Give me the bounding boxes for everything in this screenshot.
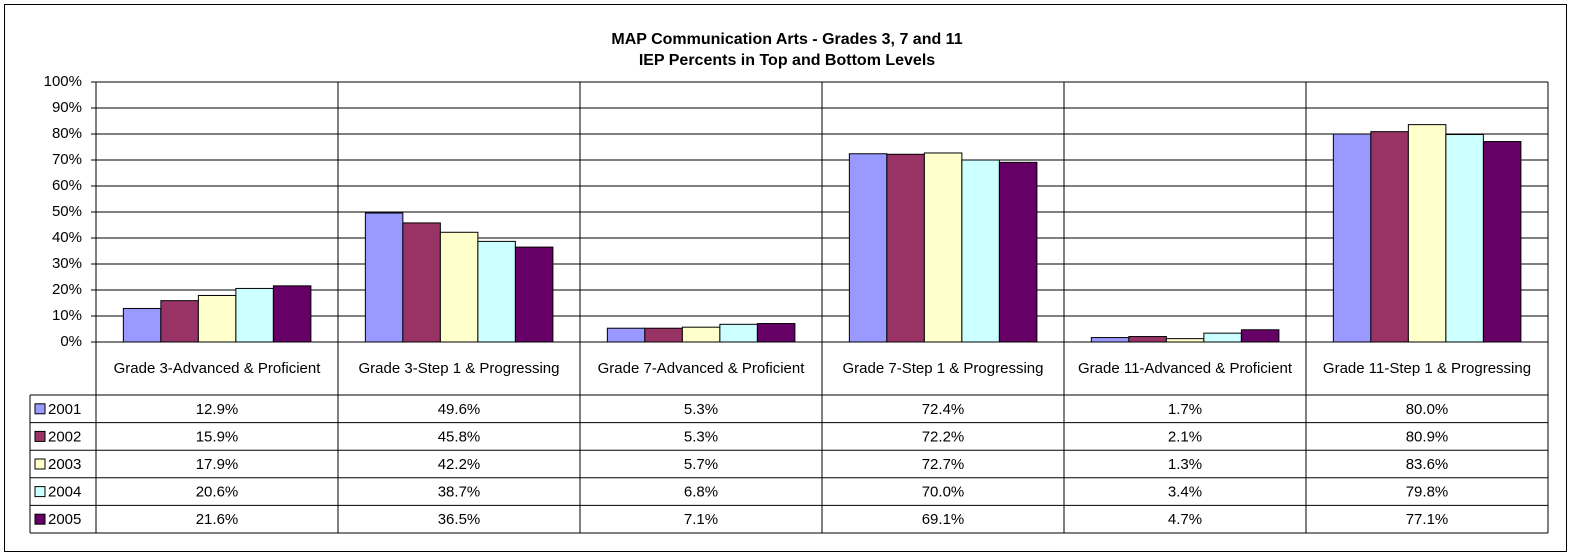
chart-frame (4, 4, 1567, 552)
chart-subtitle: IEP Percents in Top and Bottom Levels (639, 52, 935, 69)
table-value: 69.1% (922, 511, 965, 528)
x-tick-label-box: Grade 3-Advanced & Proficient (113, 360, 321, 377)
legend-swatch (34, 403, 46, 415)
table-value: 20.6% (196, 484, 239, 501)
legend-label: 2001 (48, 401, 81, 418)
table-value: 5.3% (684, 401, 718, 418)
y-tick-label: 30% (52, 255, 82, 272)
y-tick-label: 80% (52, 125, 82, 142)
bar (235, 287, 274, 343)
bar (272, 285, 312, 343)
bar (402, 222, 441, 343)
bar (961, 159, 1000, 343)
legend-swatch (34, 458, 46, 470)
table-value: 79.8% (1406, 484, 1449, 501)
x-tick-label: Grade 11-Step 1 & Progressing (1322, 360, 1532, 377)
y-tick-label: 50% (52, 203, 82, 220)
table-value: 6.8% (684, 484, 718, 501)
y-tick-label: 10% (52, 307, 82, 324)
bar (439, 231, 479, 343)
bar (756, 323, 796, 343)
bar (1407, 124, 1447, 343)
bar (122, 307, 162, 343)
bar (1332, 133, 1372, 343)
bar (197, 294, 237, 343)
table-value: 45.8% (438, 428, 481, 445)
table-value: 4.7% (1168, 511, 1202, 528)
legend-swatch (34, 513, 46, 525)
x-tick-label: Grade 7-Advanced & Proficient (597, 360, 805, 377)
bar (1370, 131, 1409, 343)
y-tick-label: 60% (52, 177, 82, 194)
table-value: 72.2% (922, 428, 965, 445)
bar (364, 212, 404, 343)
table-value: 72.7% (922, 456, 965, 473)
bar (886, 153, 925, 343)
y-tick-label: 70% (52, 151, 82, 168)
table-value: 36.5% (438, 511, 481, 528)
table-value: 72.4% (922, 401, 965, 418)
bar (160, 300, 199, 343)
y-tick-label: 90% (52, 99, 82, 116)
bar (1482, 141, 1522, 343)
legend-swatch (34, 430, 46, 442)
bar (998, 161, 1038, 343)
bar (719, 323, 758, 343)
bar (606, 327, 646, 343)
table-value: 80.0% (1406, 401, 1449, 418)
table-value: 70.0% (922, 484, 965, 501)
bar (1203, 332, 1242, 343)
table-value: 15.9% (196, 428, 239, 445)
legend-label: 2004 (48, 484, 81, 501)
x-tick-label-box: Grade 11-Advanced & Proficient (1077, 360, 1292, 377)
bar (514, 246, 554, 343)
table-value: 1.7% (1168, 401, 1202, 418)
table-value: 3.4% (1168, 484, 1202, 501)
bar (1240, 329, 1280, 343)
table-value: 7.1% (684, 511, 718, 528)
table-value: 5.7% (684, 456, 718, 473)
x-tick-label-box: Grade 7-Step 1 & Progressing (842, 360, 1044, 377)
table-value: 21.6% (196, 511, 239, 528)
bar (644, 327, 683, 343)
table-value: 80.9% (1406, 428, 1449, 445)
x-tick-label-box: Grade 11-Step 1 & Progressing (1322, 360, 1532, 377)
y-tick-label: 40% (52, 229, 82, 246)
table-value: 83.6% (1406, 456, 1449, 473)
x-tick-label: Grade 7-Step 1 & Progressing (842, 360, 1044, 377)
bar (923, 152, 963, 343)
bar (848, 153, 888, 343)
legend-label: 2005 (48, 511, 81, 528)
bar (681, 326, 721, 343)
table-value: 77.1% (1406, 511, 1449, 528)
table-value: 38.7% (438, 484, 481, 501)
table-value: 1.3% (1168, 456, 1202, 473)
y-tick-label: 20% (52, 281, 82, 298)
bar (477, 240, 516, 343)
legend-label: 2003 (48, 456, 81, 473)
legend-swatch (34, 486, 46, 498)
table-value: 2.1% (1168, 428, 1202, 445)
table-value: 49.6% (438, 401, 481, 418)
chart-title: MAP Communication Arts - Grades 3, 7 and… (611, 31, 962, 48)
table-value: 12.9% (196, 401, 239, 418)
legend-label: 2002 (48, 428, 81, 445)
table-value: 17.9% (196, 456, 239, 473)
x-tick-label: Grade 3-Advanced & Proficient (113, 360, 321, 377)
x-tick-label-box: Grade 3-Step 1 & Progressing (358, 360, 560, 377)
x-tick-label: Grade 11-Advanced & Proficient (1077, 360, 1292, 377)
x-tick-label-box: Grade 7-Advanced & Proficient (597, 360, 805, 377)
table-value: 5.3% (684, 428, 718, 445)
table-value: 42.2% (438, 456, 481, 473)
y-tick-label: 100% (44, 73, 82, 90)
y-tick-label: 0% (60, 333, 82, 350)
bar (1445, 134, 1484, 343)
x-tick-label: Grade 3-Step 1 & Progressing (358, 360, 560, 377)
